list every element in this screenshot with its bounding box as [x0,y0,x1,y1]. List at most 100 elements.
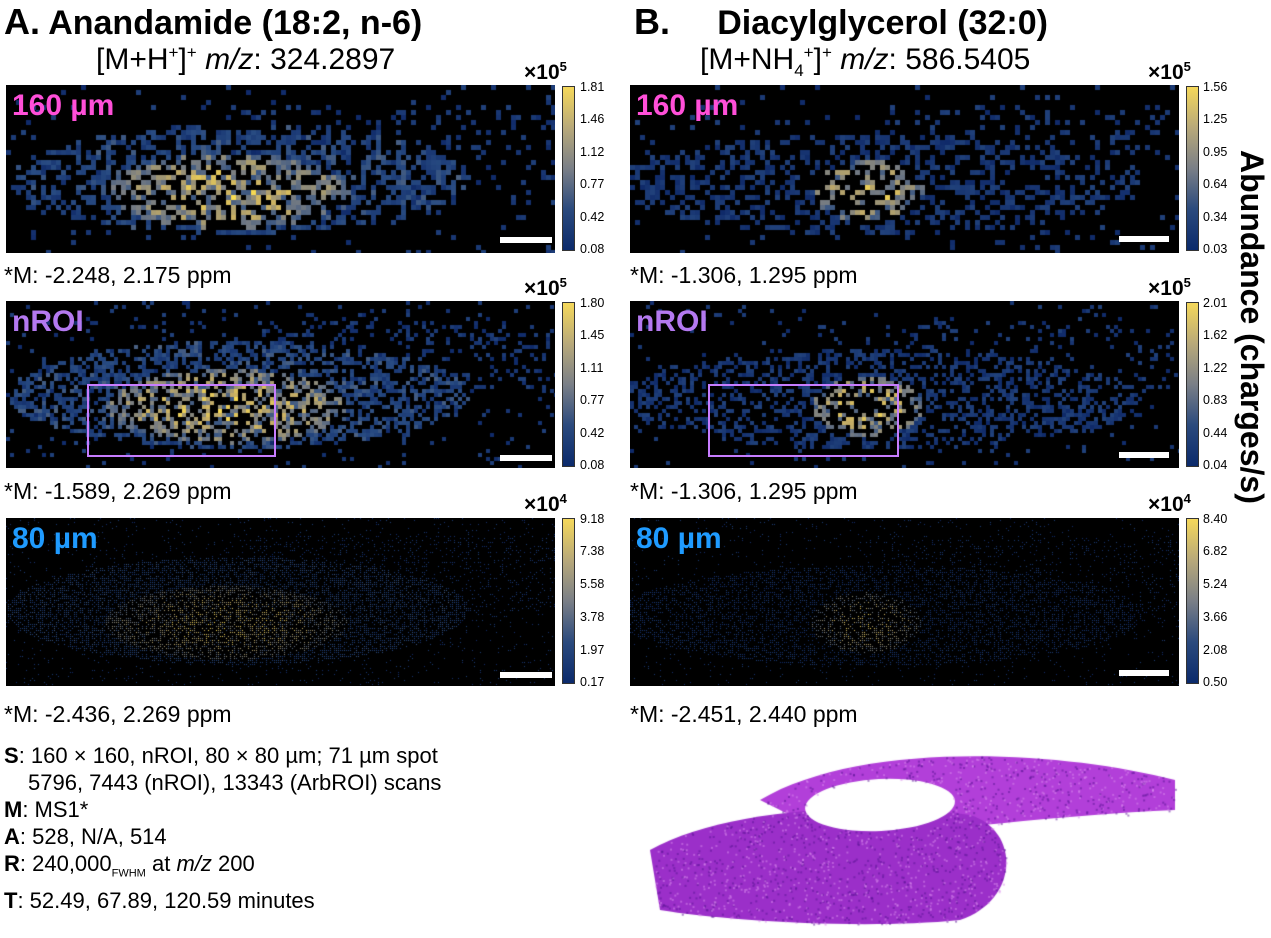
colorbar-multiplier: ×105 [524,276,567,299]
column-b-ion: [M+NH4+]+ m/z: 586.5405 [700,44,1030,79]
colorbar-tick: 5.58 [580,577,605,591]
colorbar-tick: 0.77 [580,177,605,191]
multiplier-base: ×10 [1148,493,1184,516]
multiplier-base: ×10 [1148,61,1184,84]
ms-image-b-80um [630,518,1179,686]
colorbar-tick: 8.40 [1203,512,1228,526]
column-b-ion-suffix: ] [813,43,822,76]
column-a-title: A. Anandamide (18:2, n-6) [4,4,423,42]
multiplier-base: ×10 [524,277,560,300]
param-value: : 528, N/A, 514 [19,824,167,849]
colorbar [562,302,575,467]
column-b-title: B. Diacylglycerol (32:0) [634,1,1048,42]
colorbar-multiplier: ×104 [524,492,567,515]
colorbar [562,518,575,684]
column-a-mz-value: : 324.2897 [253,43,396,76]
mass-error: *M: -2.451, 2.440 ppm [630,701,858,727]
colorbar-tick: 0.03 [1203,242,1228,256]
param-t-row: T: 52.49, 67.89, 120.59 minutes [4,887,441,914]
colorbar-tick: 6.82 [1203,544,1228,558]
column-b-ion-inner-sup: + [803,43,814,62]
image-panel-a-160um: 160 µm [6,85,555,253]
param-s-row-2: 5796, 7443 (nROI), 13343 (ArbROI) scans [4,769,441,796]
resolution-label: 160 µm [12,89,115,122]
image-panel-b-nroi: nROI [630,301,1179,468]
column-b-letter: B. [634,1,670,42]
y-axis-label: Abundance (charges/s) [1234,150,1270,504]
image-panel-a-nroi: nROI [6,301,555,468]
scale-bar [500,455,552,461]
multiplier-base: ×10 [1148,277,1184,300]
ms-image-b-160um [630,85,1179,253]
multiplier-base: ×10 [524,61,560,84]
column-b-mz-value: : 586.5405 [888,43,1031,76]
colorbar-tick: 1.97 [580,643,605,657]
colorbar-multiplier: ×104 [1148,492,1191,515]
he-stain-image [640,740,1180,930]
acquisition-parameters: S: 160 × 160, nROI, 80 × 80 µm; 71 µm sp… [4,742,441,914]
colorbar-tick: 0.34 [1203,210,1228,224]
colorbar-tick: 1.56 [1203,80,1228,94]
param-r-row: R: 240,000FWHM at m/z 200 [4,850,441,887]
param-value: : MS1* [22,797,89,822]
multiplier-base: ×10 [524,493,560,516]
param-a-row: A: 528, N/A, 514 [4,823,441,850]
column-b-compound: Diacylglycerol (32:0) [717,4,1048,42]
colorbar-tick: 1.62 [1203,328,1228,342]
colorbar [562,86,575,251]
scale-bar [1119,452,1169,458]
scale-bar [500,672,552,678]
colorbar-tick: 1.46 [580,112,605,126]
param-value: at [145,851,177,876]
colorbar-tick: 1.11 [580,361,604,375]
colorbar-multiplier: ×105 [1148,276,1191,299]
resolution-label: nROI [636,305,708,338]
resolution-label: 80 µm [12,522,98,555]
column-a-mz-label: m/z [205,43,254,76]
multiplier-exp: 4 [559,491,567,506]
image-panel-b-80um: 80 µm [630,518,1179,686]
colorbar-tick: 9.18 [580,512,605,526]
multiplier-exp: 4 [1183,491,1191,506]
column-b-ion-outer-sup: + [821,43,832,62]
mass-error: *M: -2.436, 2.269 ppm [4,701,232,727]
multiplier-exp: 5 [559,275,567,290]
param-m-row: M: MS1* [4,796,441,823]
ms-image-a-160um [6,85,555,253]
colorbar-tick: 5.24 [1203,577,1228,591]
colorbar-tick: 1.81 [580,80,605,94]
scale-bar [1119,670,1169,676]
colorbar-tick: 0.83 [1203,393,1228,407]
param-value: : 160 × 160, nROI, 80 × 80 µm; 71 µm spo… [18,743,438,768]
mass-error: *M: -1.589, 2.269 ppm [4,478,232,504]
column-b-ion-prefix: [M+NH [700,43,795,76]
multiplier-exp: 5 [1183,59,1191,74]
colorbar-tick: 2.08 [1203,643,1228,657]
image-panel-a-80um: 80 µm [6,518,555,686]
colorbar-tick: 2.01 [1203,296,1228,310]
colorbar-tick: 0.50 [1203,675,1228,689]
colorbar-tick: 1.80 [580,296,605,310]
colorbar-tick: 7.38 [580,544,605,558]
column-a-compound: Anandamide (18:2, n-6) [48,4,423,42]
column-b-mz-label: m/z [840,43,889,76]
param-value: : 52.49, 67.89, 120.59 minutes [17,888,315,914]
colorbar-tick: 1.25 [1203,112,1228,126]
ms-image-a-80um [6,518,555,686]
param-key: S [4,743,19,768]
param-key: T [4,888,18,914]
resolution-label: nROI [12,305,84,338]
colorbar-multiplier: ×105 [524,60,567,83]
column-a-ion-outer-sup: + [186,43,197,62]
param-value: 5796, 7443 (nROI), 13343 (ArbROI) scans [28,770,442,795]
colorbar-tick: 0.95 [1203,145,1228,159]
colorbar-tick: 0.08 [580,242,605,256]
colorbar [1186,518,1199,684]
param-mz: m/z [176,851,212,876]
column-b-ion-inner-sub: 4 [794,61,804,80]
colorbar-tick: 1.12 [580,145,605,159]
param-key: M [4,797,23,822]
column-a-ion: [M+H+]+ m/z: 324.2897 [96,44,395,75]
colorbar-tick: 0.77 [580,393,605,407]
roi-box [87,384,276,457]
